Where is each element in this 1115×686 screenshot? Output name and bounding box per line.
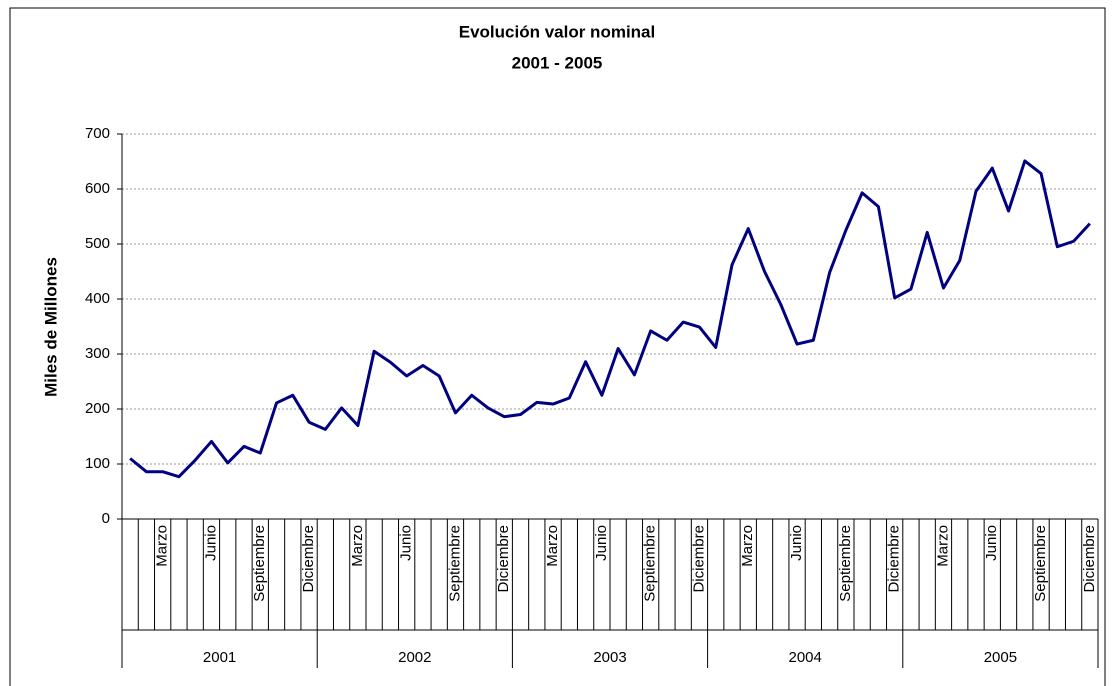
y-tick-label: 600: [85, 180, 110, 197]
chart-subtitle: 2001 - 2005: [512, 53, 603, 72]
y-tick-label: 0: [102, 510, 110, 527]
x-group-label: 2005: [984, 649, 1017, 666]
chart-frame: [9, 7, 1106, 686]
x-tick-label: Junio: [788, 525, 805, 561]
chart-title: Evolución valor nominal: [459, 22, 655, 41]
x-tick-label: Marzo: [544, 525, 561, 567]
x-tick-label: Septiembre: [1032, 525, 1049, 602]
x-tick-label: Junio: [593, 525, 610, 561]
x-tick-label: Septiembre: [642, 525, 659, 602]
y-tick-label: 400: [85, 290, 110, 307]
x-tick-label: Diciembre: [300, 525, 317, 593]
x-tick-label: Junio: [398, 525, 415, 561]
data-line: [129, 159, 1091, 479]
x-tick-label: Diciembre: [495, 525, 512, 593]
x-tick-label: Marzo: [934, 525, 951, 567]
x-tick-label: Marzo: [739, 525, 756, 567]
x-group-label: 2004: [789, 649, 822, 666]
x-group-label: 2001: [203, 649, 236, 666]
x-tick-label: Marzo: [154, 525, 171, 567]
y-tick-label: 200: [85, 400, 110, 417]
y-tick-label: 500: [85, 235, 110, 252]
x-tick-label: Diciembre: [1081, 525, 1098, 593]
x-tick-label: Diciembre: [690, 525, 707, 593]
y-tick-label: 700: [85, 125, 110, 142]
y-tick-label: 100: [85, 455, 110, 472]
y-tick-label: 300: [85, 345, 110, 362]
x-tick-label: Junio: [983, 525, 1000, 561]
y-axis-title: Miles de Millones: [41, 257, 60, 397]
x-tick-label: Junio: [202, 525, 219, 561]
x-group-label: 2002: [398, 649, 431, 666]
x-tick-label: Septiembre: [837, 525, 854, 602]
x-tick-label: Septiembre: [446, 525, 463, 602]
x-tick-label: Septiembre: [251, 525, 268, 602]
x-tick-label: Diciembre: [886, 525, 903, 593]
x-group-label: 2003: [593, 649, 626, 666]
x-tick-label: Marzo: [349, 525, 366, 567]
